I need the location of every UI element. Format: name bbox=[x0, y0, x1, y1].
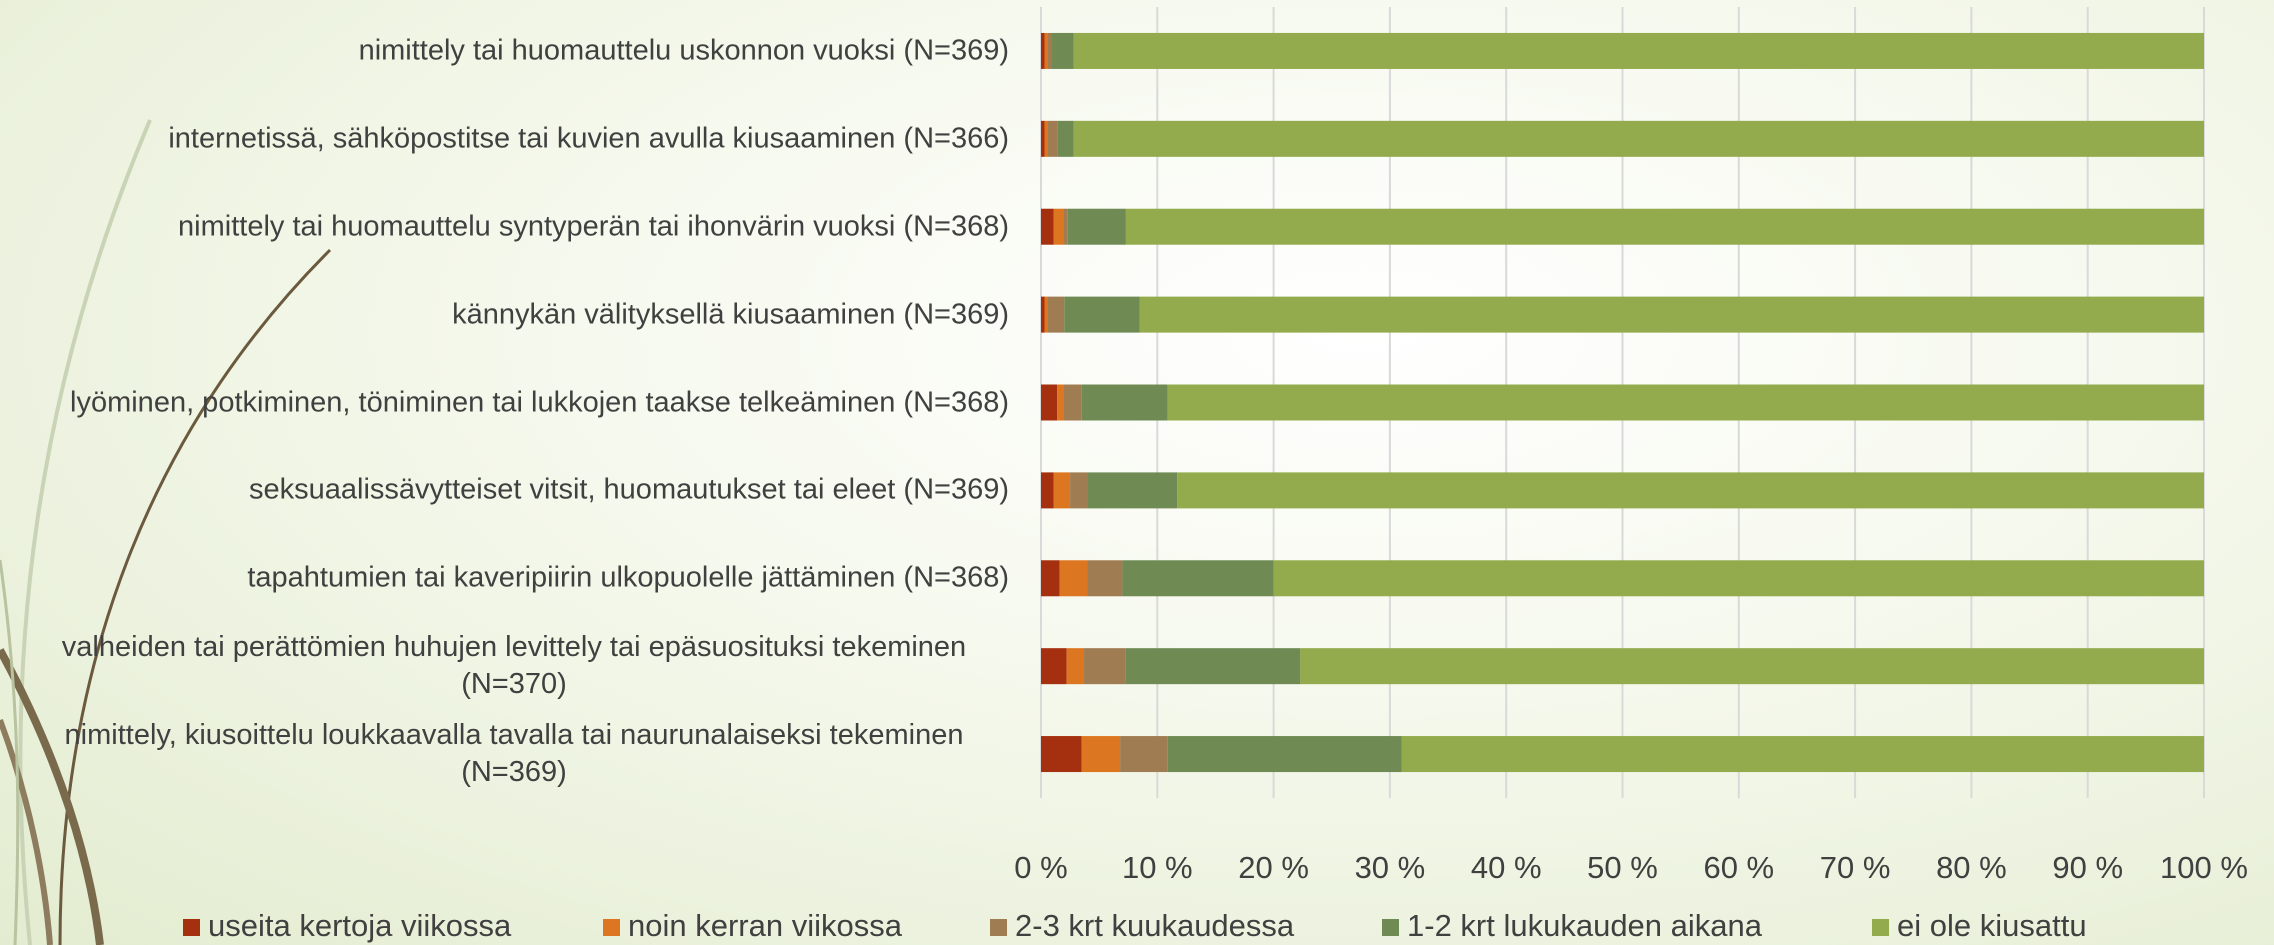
bar-segment bbox=[1044, 296, 1048, 333]
bar-segment bbox=[1067, 208, 1126, 245]
bar-segment bbox=[1122, 560, 1274, 597]
legend-swatch bbox=[990, 919, 1007, 936]
bar-segment bbox=[1081, 736, 1121, 773]
bar-segment bbox=[1047, 32, 1052, 69]
x-tick-label: 30 % bbox=[1355, 850, 1426, 885]
legend-label: 1-2 krt lukukauden aikana bbox=[1407, 908, 1763, 943]
x-tick-label: 60 % bbox=[1703, 850, 1774, 885]
bar-segment bbox=[1081, 384, 1168, 421]
legend-label: useita kertoja viikossa bbox=[208, 908, 512, 943]
bar-segment bbox=[1047, 296, 1065, 333]
bar-segment bbox=[1139, 296, 2204, 333]
bar-segment bbox=[1041, 560, 1060, 597]
bar-segment bbox=[1073, 32, 2204, 69]
x-tick-label: 10 % bbox=[1122, 850, 1193, 885]
category-label: tapahtumien tai kaveripiirin ulkopuolell… bbox=[247, 561, 1009, 594]
bar-segment bbox=[1300, 648, 2204, 685]
bar-segment bbox=[1066, 648, 1085, 685]
bar-segment bbox=[1087, 472, 1178, 509]
bar-segment bbox=[1167, 384, 2204, 421]
bar-segment bbox=[1125, 208, 2204, 245]
bar-segment bbox=[1084, 648, 1126, 685]
bar-segment bbox=[1167, 736, 1402, 773]
bar-segment bbox=[1059, 560, 1088, 597]
category-label: nimittely, kiusoittelu loukkaavalla tava… bbox=[64, 718, 964, 789]
category-label: seksuaalissävytteiset vitsit, huomautuks… bbox=[248, 473, 1009, 506]
bar-segment bbox=[1057, 120, 1074, 157]
bar-segment bbox=[1041, 208, 1054, 245]
decoration bbox=[0, 119, 332, 945]
legend-swatch bbox=[1872, 919, 1889, 936]
bar-segment bbox=[1057, 384, 1064, 421]
bar-segment bbox=[1064, 296, 1140, 333]
category-label: nimittely tai huomauttelu syntyperän tai… bbox=[178, 210, 1009, 243]
legend-swatch bbox=[1382, 919, 1399, 936]
category-label: lyöminen, potkiminen, töniminen tai lukk… bbox=[70, 385, 1009, 418]
bar-segment bbox=[1125, 648, 1301, 685]
x-tick-label: 50 % bbox=[1587, 850, 1658, 885]
category-label: kännykän välityksellä kiusaaminen (N=369… bbox=[452, 298, 1009, 331]
bar-segment bbox=[1053, 472, 1071, 509]
bar-segment bbox=[1051, 32, 1074, 69]
bar-segment bbox=[1041, 32, 1045, 69]
bar-segment bbox=[1070, 472, 1088, 509]
legend-swatch bbox=[603, 919, 620, 936]
category-label: internetissä, sähköpostitse tai kuvien a… bbox=[168, 122, 1009, 155]
x-tick-label: 40 % bbox=[1471, 850, 1542, 885]
bar-segment bbox=[1401, 736, 2204, 773]
bar-segment bbox=[1063, 384, 1082, 421]
bar-segment bbox=[1177, 472, 2204, 509]
x-tick-label: 0 % bbox=[1014, 850, 1067, 885]
bar-segment bbox=[1044, 32, 1048, 69]
category-label: nimittely tai huomauttelu uskonnon vuoks… bbox=[358, 34, 1009, 67]
x-tick-label: 80 % bbox=[1936, 850, 2007, 885]
bar-segment bbox=[1041, 296, 1045, 333]
bar-segment bbox=[1041, 472, 1054, 509]
x-tick-label: 100 % bbox=[2160, 850, 2248, 885]
bar-segment bbox=[1073, 120, 2204, 157]
legend-swatch bbox=[183, 919, 200, 936]
bar-segment bbox=[1087, 560, 1123, 597]
bar-segment bbox=[1273, 560, 2204, 597]
bar-segment bbox=[1044, 120, 1048, 157]
bar-segment bbox=[1053, 208, 1064, 245]
legend-label: ei ole kiusattu bbox=[1897, 908, 2087, 943]
bar-segment bbox=[1041, 736, 1082, 773]
legend-label: noin kerran viikossa bbox=[628, 908, 903, 943]
bar-segment bbox=[1120, 736, 1168, 773]
legend-label: 2-3 krt kuukaudessa bbox=[1015, 908, 1295, 943]
bar-segment bbox=[1041, 384, 1058, 421]
x-tick-label: 70 % bbox=[1820, 850, 1891, 885]
bar-segment bbox=[1063, 208, 1068, 245]
bar-segment bbox=[1041, 120, 1045, 157]
x-tick-label: 20 % bbox=[1238, 850, 1309, 885]
bar-segment bbox=[1047, 120, 1058, 157]
category-label: valheiden tai perättömien huhujen levitt… bbox=[61, 631, 967, 701]
x-tick-label: 90 % bbox=[2052, 850, 2123, 885]
bar-segment bbox=[1041, 648, 1067, 685]
